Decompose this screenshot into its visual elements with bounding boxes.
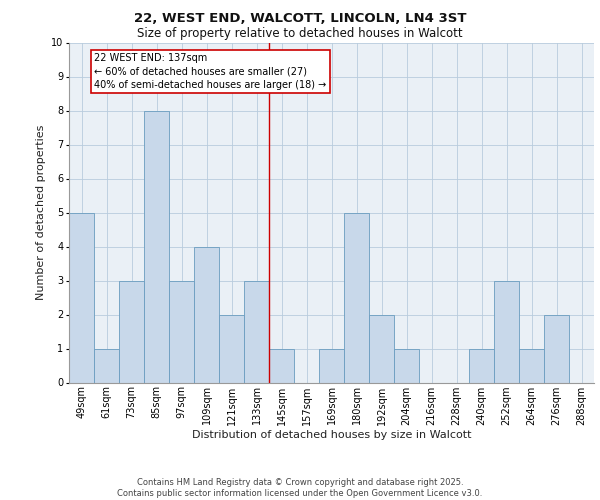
Bar bbox=[319, 348, 344, 382]
Bar bbox=[169, 280, 194, 382]
Bar bbox=[344, 212, 369, 382]
Bar bbox=[394, 348, 419, 382]
Bar bbox=[219, 314, 244, 382]
Y-axis label: Number of detached properties: Number of detached properties bbox=[35, 125, 46, 300]
Text: Size of property relative to detached houses in Walcott: Size of property relative to detached ho… bbox=[137, 28, 463, 40]
Text: 22 WEST END: 137sqm
← 60% of detached houses are smaller (27)
40% of semi-detach: 22 WEST END: 137sqm ← 60% of detached ho… bbox=[94, 54, 326, 90]
Bar bbox=[94, 348, 119, 382]
Bar bbox=[519, 348, 544, 382]
Bar bbox=[469, 348, 494, 382]
Bar bbox=[269, 348, 294, 382]
Bar bbox=[369, 314, 394, 382]
Bar bbox=[494, 280, 519, 382]
Text: 22, WEST END, WALCOTT, LINCOLN, LN4 3ST: 22, WEST END, WALCOTT, LINCOLN, LN4 3ST bbox=[134, 12, 466, 26]
Bar bbox=[144, 110, 169, 382]
Bar bbox=[69, 212, 94, 382]
X-axis label: Distribution of detached houses by size in Walcott: Distribution of detached houses by size … bbox=[192, 430, 471, 440]
Bar bbox=[119, 280, 144, 382]
Bar bbox=[244, 280, 269, 382]
Bar bbox=[194, 246, 219, 382]
Bar bbox=[544, 314, 569, 382]
Text: Contains HM Land Registry data © Crown copyright and database right 2025.
Contai: Contains HM Land Registry data © Crown c… bbox=[118, 478, 482, 498]
